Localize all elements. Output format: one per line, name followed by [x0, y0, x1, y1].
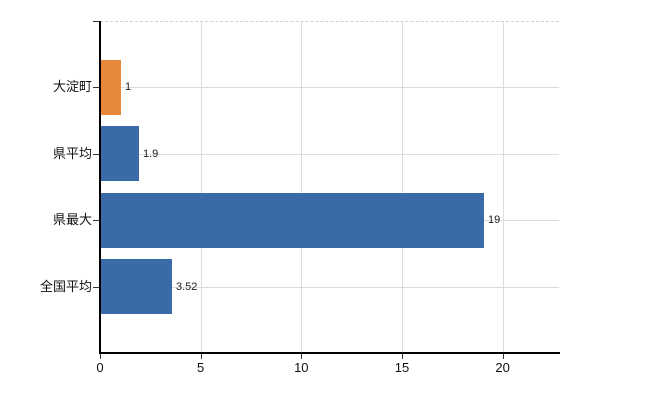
gridline-horizontal	[100, 87, 559, 88]
bar-value-label: 1	[125, 81, 132, 93]
x-axis-tick	[200, 354, 202, 359]
bar-value-label: 3.52	[176, 281, 198, 293]
y-axis-top-tick	[93, 21, 99, 22]
x-axis-line	[99, 352, 560, 354]
gridline-vertical	[301, 21, 303, 353]
y-axis-tick	[93, 154, 99, 155]
plot-area: 1 1.9 19 3.52	[100, 21, 559, 353]
y-axis-line	[99, 21, 101, 354]
gridline-vertical	[502, 21, 504, 353]
x-axis-tick-label: 20	[495, 360, 510, 375]
bar	[101, 259, 172, 314]
y-axis-tick	[93, 87, 99, 88]
x-axis-tick-label: 10	[294, 360, 309, 375]
gridline-vertical	[401, 21, 403, 353]
gridline-horizontal	[100, 154, 559, 155]
bar-value-label: 1.9	[143, 148, 159, 160]
bar-value-label: 19	[488, 214, 501, 226]
bar	[101, 60, 121, 115]
gridline-horizontal	[100, 287, 559, 288]
y-axis-tick	[93, 287, 99, 288]
x-axis-tick	[301, 354, 303, 359]
category-label: 県平均	[52, 146, 92, 161]
plot-top-border	[100, 21, 559, 22]
bar	[101, 193, 484, 248]
category-label: 県最大	[52, 212, 92, 227]
y-axis-tick	[93, 220, 99, 221]
x-axis-tick	[100, 354, 101, 359]
x-axis-tick	[502, 354, 504, 359]
gridline-vertical	[200, 21, 202, 353]
x-axis-tick-label: 15	[394, 360, 410, 375]
x-axis-tick-label: 0	[96, 360, 104, 375]
bar	[101, 126, 139, 181]
x-axis-tick-label: 5	[197, 360, 205, 375]
category-label: 全国平均	[39, 279, 92, 294]
category-label: 大淀町	[52, 79, 92, 94]
x-axis-tick	[401, 354, 403, 359]
